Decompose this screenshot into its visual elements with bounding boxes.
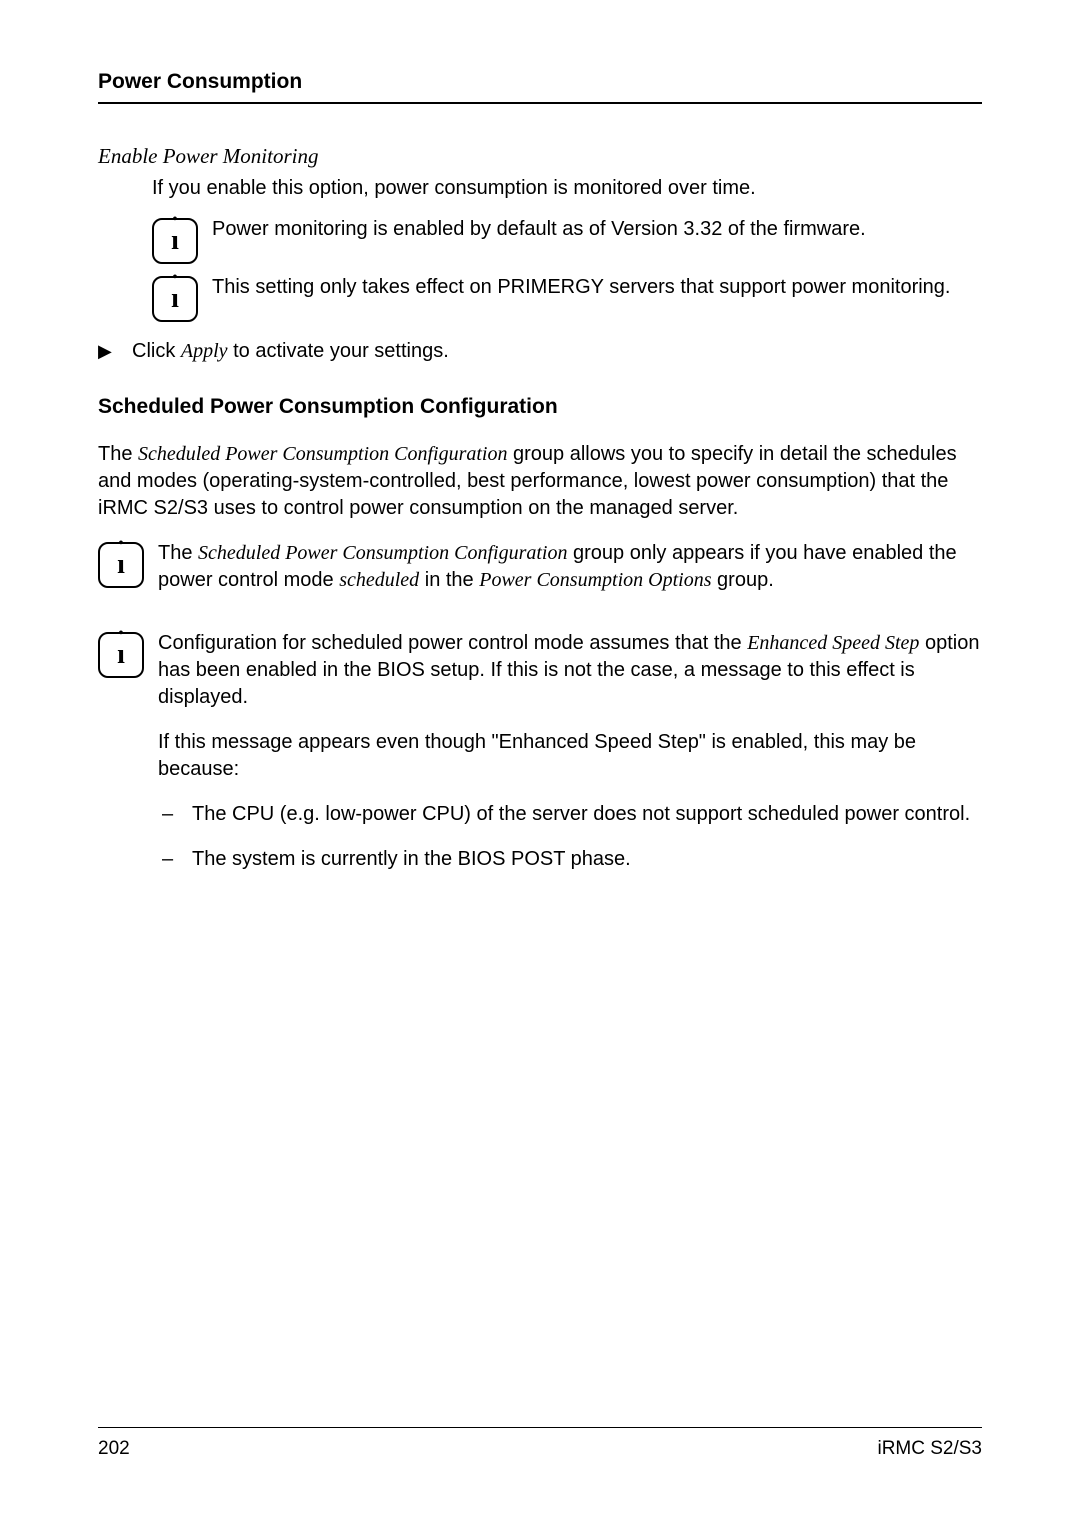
action-arrow-icon: ▶ (98, 338, 132, 365)
note3-end: group. (711, 569, 773, 591)
action-suffix: to activate your settings. (228, 340, 449, 362)
info-icon-glyph: ı (117, 551, 125, 579)
note4-pre: Configuration for scheduled power contro… (158, 632, 747, 654)
info-icon: ı (98, 632, 144, 678)
info-note-4: ı Configuration for scheduled power cont… (98, 630, 982, 891)
note4-term: Enhanced Speed Step (747, 632, 919, 654)
action-prefix: Click (132, 340, 181, 362)
note3-term2: scheduled (339, 569, 419, 591)
reason-2: The system is currently in the BIOS POST… (158, 846, 982, 873)
page-footer: 202 iRMC S2/S3 (98, 1427, 982, 1460)
note3-mid2: in the (419, 569, 479, 591)
running-header: Power Consumption (98, 70, 982, 104)
apply-action-text: Click Apply to activate your settings. (132, 338, 982, 365)
info-icon-glyph: ı (117, 641, 125, 669)
info-icon-glyph: ı (171, 285, 179, 313)
para-term: Scheduled Power Consumption Configuratio… (138, 443, 507, 465)
reason-1: The CPU (e.g. low-power CPU) of the serv… (158, 801, 982, 828)
info-icon: ı (152, 276, 198, 322)
enable-power-monitoring-heading: Enable Power Monitoring (98, 144, 982, 169)
info-icon-glyph: ı (171, 227, 179, 255)
info-note-4-content: Configuration for scheduled power contro… (158, 630, 982, 891)
apply-term: Apply (181, 340, 228, 362)
page-number: 202 (98, 1438, 130, 1460)
note4-p1: Configuration for scheduled power contro… (158, 630, 982, 711)
note3-term1: Scheduled Power Consumption Configuratio… (198, 542, 567, 564)
note3-pre: The (158, 542, 198, 564)
note4-p2: If this message appears even though "Enh… (158, 729, 982, 783)
apply-action: ▶ Click Apply to activate your settings. (98, 338, 982, 365)
scheduled-config-heading: Scheduled Power Consumption Configuratio… (98, 395, 982, 419)
info-icon: ı (98, 542, 144, 588)
info-note-2: ı This setting only takes effect on PRIM… (152, 274, 982, 322)
info-note-3: ı The Scheduled Power Consumption Config… (98, 540, 982, 612)
info-note-2-text: This setting only takes effect on PRIMER… (212, 274, 982, 301)
info-note-3-text: The Scheduled Power Consumption Configur… (158, 540, 982, 612)
note4-reasons-list: The CPU (e.g. low-power CPU) of the serv… (158, 801, 982, 873)
scheduled-config-para: The Scheduled Power Consumption Configur… (98, 441, 982, 522)
info-note-1-text: Power monitoring is enabled by default a… (212, 216, 982, 243)
para-pre: The (98, 443, 138, 465)
intro-text: If you enable this option, power consump… (152, 175, 982, 202)
doc-ref: iRMC S2/S3 (877, 1438, 982, 1460)
info-icon: ı (152, 218, 198, 264)
note3-term3: Power Consumption Options (479, 569, 711, 591)
info-note-1: ı Power monitoring is enabled by default… (152, 216, 982, 264)
